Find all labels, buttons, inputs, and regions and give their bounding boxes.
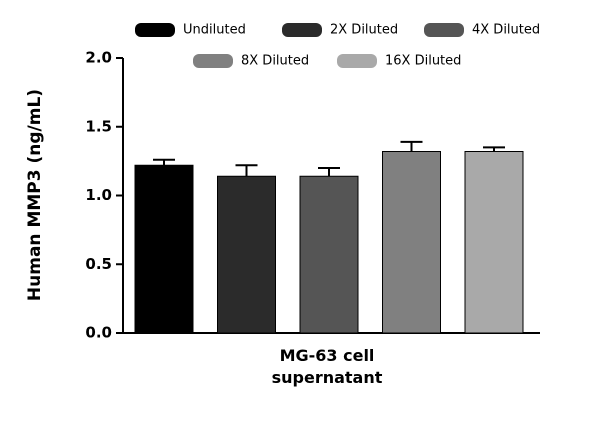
legend-swatch (424, 23, 464, 37)
y-tick-label: 2.0 (85, 49, 112, 67)
y-tick-label: 1.5 (85, 117, 112, 135)
legend-swatch (193, 54, 233, 68)
legend-label: 4X Diluted (472, 23, 540, 38)
legend-label: Undiluted (183, 23, 246, 38)
y-axis-label: Human MMP3 (ng/mL) (25, 89, 45, 301)
legend-swatch (135, 23, 175, 37)
y-tick-label: 1.0 (85, 186, 112, 204)
legend-label: 8X Diluted (241, 54, 309, 69)
bar (299, 175, 359, 334)
legend-label: 16X Diluted (385, 54, 461, 69)
bar (134, 164, 194, 334)
y-tick-label: 0.0 (85, 324, 112, 342)
legend-swatch (337, 54, 377, 68)
x-tick-label: MG-63 cell supernatant (271, 346, 383, 387)
bar (217, 175, 276, 334)
bar (464, 151, 524, 334)
bar (382, 151, 441, 334)
y-tick-label: 0.5 (85, 255, 112, 273)
legend-swatch (282, 23, 322, 37)
legend-label: 2X Diluted (330, 23, 398, 38)
